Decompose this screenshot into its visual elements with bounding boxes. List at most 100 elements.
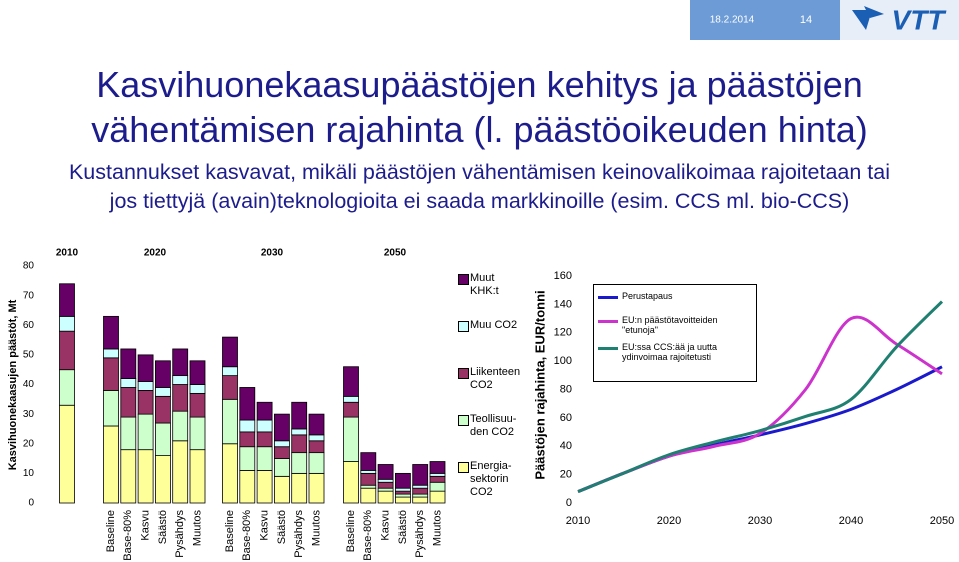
bar-segment <box>137 381 154 391</box>
legend-label: EU:ssa CCS:ää ja uutta ydinvoimaa rajoit… <box>622 342 718 362</box>
subtitle-line: jos tiettyjä (avain)teknologioita ei saa… <box>109 189 850 213</box>
bar-segment <box>256 470 273 504</box>
bar-segment <box>256 446 273 471</box>
legend-swatch <box>458 462 469 473</box>
x-tick-label: 2010 <box>566 515 590 527</box>
bar-segment <box>154 387 171 397</box>
bar-segment <box>291 434 308 454</box>
group-label: 2010 <box>56 248 79 259</box>
bar-segment <box>273 458 290 477</box>
bar-segment <box>172 375 189 385</box>
x-tick-label: Kasvu <box>140 510 152 541</box>
bar-segment <box>377 481 394 489</box>
legend-swatch <box>598 296 618 299</box>
bar-segment <box>412 464 429 486</box>
bar-segment <box>120 387 137 418</box>
y-axis-label: Kasvihuonekaasujen päästöt, Mt <box>7 299 19 470</box>
bar-segment <box>172 384 189 412</box>
bar-segment <box>103 425 119 504</box>
y-tick-label: 20 <box>560 469 572 481</box>
bar-segment <box>59 369 75 406</box>
x-tick-label: Baseline <box>224 510 236 552</box>
bar-segment <box>343 401 359 418</box>
y-tick-label: 10 <box>23 468 35 479</box>
bar-segment <box>308 413 325 436</box>
bar-segment <box>256 431 273 448</box>
bar-segment <box>273 413 290 442</box>
x-tick-label: 2030 <box>748 515 772 527</box>
bar-segment <box>172 348 189 377</box>
legend-label: Energia- sektorin CO2 <box>470 460 512 498</box>
x-tick-label: Base-80% <box>122 510 134 561</box>
bar-segment <box>222 336 238 368</box>
bar-segment <box>308 440 325 454</box>
bar-segment <box>222 443 238 504</box>
legend: Perustapaus EU:n päästötavoitteiden "etun… <box>593 284 757 382</box>
bar-segment <box>154 360 171 388</box>
bar-segment <box>412 487 429 495</box>
bar-segment <box>429 472 446 477</box>
bar-segment <box>120 378 137 388</box>
bar-segment <box>137 449 154 504</box>
bar-segment <box>291 472 308 504</box>
bar-segment <box>429 481 446 492</box>
bar-segment <box>103 348 119 359</box>
bar-segment <box>103 390 119 427</box>
bar-segment <box>239 387 256 421</box>
bar-segment <box>59 404 75 504</box>
bar-segment <box>189 449 206 504</box>
bar-segment <box>412 484 429 489</box>
page-number: 14 <box>800 14 812 26</box>
bar-segment <box>222 375 238 400</box>
x-tick-label: Säästö <box>397 510 409 544</box>
y-tick-label: 50 <box>23 350 35 361</box>
group-label: 2050 <box>384 248 407 259</box>
y-tick-label: 80 <box>23 261 35 272</box>
logo-mark <box>852 6 884 30</box>
x-tick-label: 2040 <box>839 515 863 527</box>
group-label: 2020 <box>144 248 167 259</box>
bar-segment <box>59 330 75 371</box>
title-line: Kasvihuonekaasupäästöjen kehitys ja pääs… <box>96 64 863 105</box>
bar-segment <box>377 490 394 504</box>
x-tick-label: Säästö <box>157 510 169 544</box>
bar-segment <box>343 461 359 504</box>
bar-segment <box>377 478 394 483</box>
y-tick-label: 30 <box>23 409 35 420</box>
bar-segment <box>360 487 377 504</box>
legend-label: Muu CO2 <box>470 319 518 331</box>
logo: VTT <box>892 4 948 35</box>
bar-segment <box>172 440 189 504</box>
y-tick-label: 80 <box>560 383 572 395</box>
bar-segment <box>343 395 359 403</box>
legend-swatch <box>598 320 618 323</box>
y-tick-label: 60 <box>560 412 572 424</box>
bar-segment <box>394 493 411 498</box>
bar-segment <box>273 446 290 459</box>
legend-swatch <box>598 347 618 350</box>
bar-segment <box>343 366 359 397</box>
bar-segment <box>189 392 206 418</box>
y-tick-label: 40 <box>560 440 572 452</box>
date: 18.2.2014 <box>710 15 755 26</box>
bar-segment <box>412 496 429 504</box>
y-axis-label: Päästöjen rajahinta, EUR/tonni <box>532 290 547 479</box>
x-tick-label: Kasvu <box>259 510 271 541</box>
bar-segment <box>189 360 206 385</box>
x-tick-label: Base-80% <box>362 510 374 561</box>
legend-label: Liikenteen CO2 <box>470 366 521 391</box>
header-band <box>690 0 840 40</box>
bar-segment <box>273 440 290 448</box>
y-tick-label: 120 <box>554 327 572 339</box>
bar-segment <box>137 354 154 382</box>
bar-segment <box>103 315 119 350</box>
x-tick-label: Säästö <box>276 510 288 544</box>
x-tick-label: Muutos <box>310 510 322 547</box>
bar-segment <box>59 283 75 317</box>
bar-segment <box>137 413 154 451</box>
x-tick-label: Pysähdys <box>174 510 186 558</box>
bar-segment <box>256 419 273 433</box>
y-tick-label: 60 <box>23 320 35 331</box>
